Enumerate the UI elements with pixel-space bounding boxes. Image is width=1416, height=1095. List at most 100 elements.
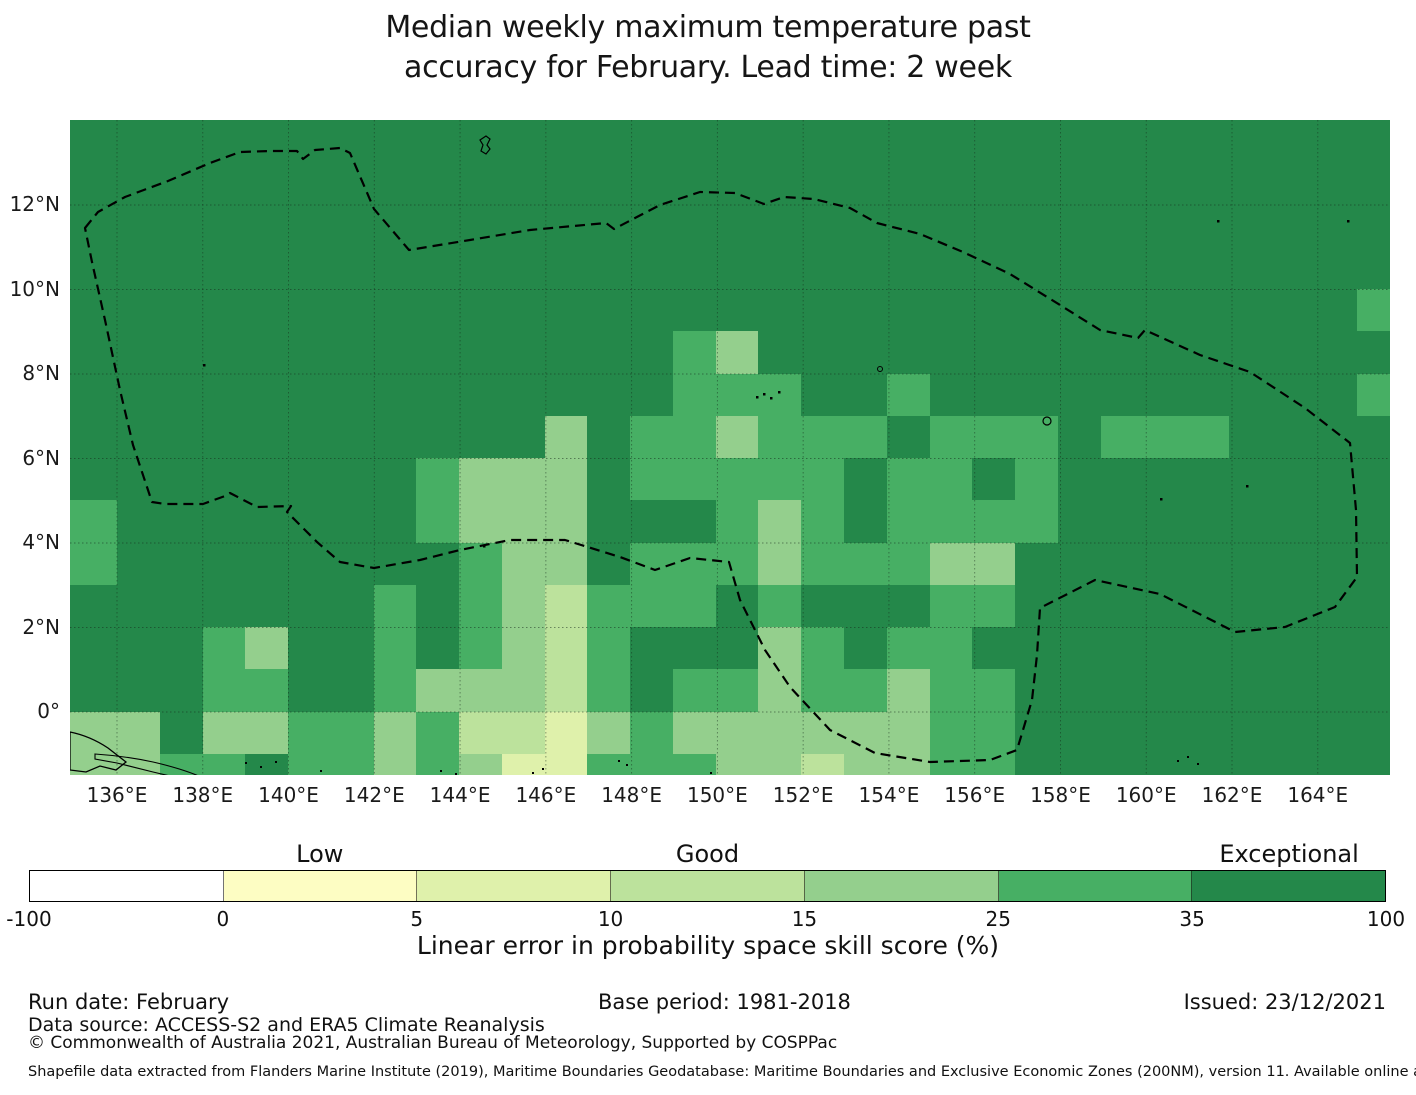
grid-cell: [202, 458, 246, 501]
grid-cell: [1143, 669, 1187, 712]
grid-cell: [330, 584, 374, 627]
grid-cell: [1143, 162, 1187, 205]
x-tick-label: 148°E: [601, 783, 663, 807]
grid-cell: [416, 373, 460, 416]
grid-cell: [929, 584, 973, 627]
grid-cell: [416, 500, 460, 543]
grid-cell: [1186, 415, 1229, 458]
grid-cell: [886, 289, 930, 332]
islet-dot: [260, 766, 262, 768]
grid-cell: [758, 500, 802, 543]
grid-cell: [1357, 711, 1390, 754]
grid-cell: [288, 331, 331, 374]
grid-cell: [245, 204, 289, 247]
grid-cell: [245, 584, 289, 627]
grid-cell: [202, 204, 246, 247]
grid-cell: [501, 162, 545, 205]
heatmap-cells: [70, 120, 1390, 775]
grid-cell: [330, 627, 374, 670]
grid-cell: [715, 331, 759, 374]
colorbar-tick-label: 15: [791, 907, 818, 931]
grid-cell: [1314, 120, 1358, 163]
grid-cell: [1015, 584, 1058, 627]
base-period-text: Base period: 1981-2018: [598, 990, 851, 1014]
grid-cell: [117, 627, 160, 670]
grid-cell: [1271, 120, 1315, 163]
grid-cell: [1186, 458, 1229, 501]
eez-boundary-line: [83, 146, 1359, 764]
grid-cell: [1143, 627, 1187, 670]
grid-cell: [715, 458, 759, 501]
grid-cell: [330, 246, 374, 289]
grid-cell: [1228, 500, 1272, 543]
grid-cell: [288, 669, 331, 712]
colorbar-segment: [223, 871, 418, 901]
grid-cell: [1100, 373, 1144, 416]
grid-cell: [288, 542, 331, 585]
grid-cell: [1015, 373, 1058, 416]
grid-cell: [1057, 584, 1101, 627]
grid-cell: [801, 120, 845, 163]
grid-cell: [715, 162, 759, 205]
grid-cell: [1015, 204, 1058, 247]
grid-cell: [886, 331, 930, 374]
grid-cell: [373, 415, 417, 458]
grid-cell: [288, 711, 331, 754]
grid-cell: [715, 753, 759, 775]
grid-cell: [288, 458, 331, 501]
grid-cell: [159, 415, 203, 458]
grid-cell: [886, 458, 930, 501]
small-island-dot: [1246, 485, 1249, 488]
grid-cell: [1357, 204, 1390, 247]
grid-cell: [501, 289, 545, 332]
grid-cell: [416, 584, 460, 627]
grid-cell: [416, 627, 460, 670]
grid-cell: [501, 669, 545, 712]
grid-cell: [844, 542, 887, 585]
grid-cell: [1357, 542, 1390, 585]
grid-cell: [844, 753, 887, 775]
grid-cell: [886, 415, 930, 458]
grid-cell: [587, 415, 631, 458]
grid-cell: [1015, 711, 1058, 754]
grid-cell: [501, 120, 545, 163]
grid-cell: [245, 373, 289, 416]
grid-cell: [1186, 373, 1229, 416]
islet-dot: [245, 762, 247, 764]
grid-cell: [330, 289, 374, 332]
grid-cell: [416, 289, 460, 332]
grid-cell: [630, 162, 673, 205]
grid-cell: [1100, 500, 1144, 543]
grid-cell: [501, 331, 545, 374]
grid-cell: [1186, 246, 1229, 289]
grid-cell: [544, 415, 588, 458]
shapefile-note-text: Shapefile data extracted from Flanders M…: [28, 1064, 1416, 1080]
grid-cell: [929, 120, 973, 163]
grid-cell: [1186, 711, 1229, 754]
grid-cell: [1186, 627, 1229, 670]
grid-cell: [330, 331, 374, 374]
y-tick-label: 8°N: [22, 361, 60, 385]
grid-cell: [159, 162, 203, 205]
grid-cell: [1228, 120, 1272, 163]
grid-cell: [715, 204, 759, 247]
grid-cell: [972, 331, 1016, 374]
grid-cell: [1057, 669, 1101, 712]
islet-dot: [532, 772, 534, 774]
grid-cell: [1271, 500, 1315, 543]
grid-cell: [929, 458, 973, 501]
grid-cell: [1357, 415, 1390, 458]
y-tick-label: 0°: [37, 699, 60, 723]
grid-cell: [544, 500, 588, 543]
grid-cell: [844, 289, 887, 332]
grid-cell: [416, 669, 460, 712]
grid-cell: [1271, 753, 1315, 775]
grid-cell: [330, 711, 374, 754]
grid-cell: [972, 542, 1016, 585]
grid-cell: [1143, 753, 1187, 775]
small-island-dot: [756, 396, 759, 399]
grid-cell: [972, 753, 1016, 775]
grid-cell: [1015, 246, 1058, 289]
grid-cell: [1314, 204, 1358, 247]
small-island-dot: [203, 364, 206, 367]
